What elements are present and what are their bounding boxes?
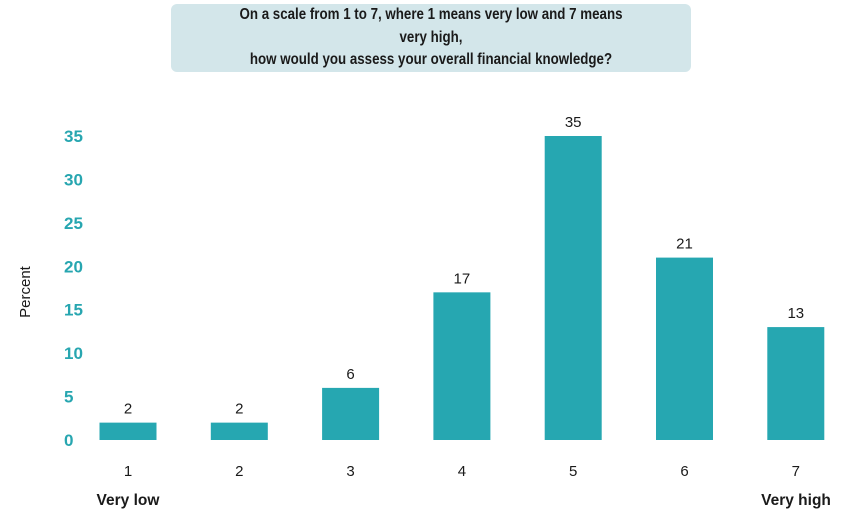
y-axis-label: Percent [17,265,34,318]
data-label-group: 2 2 6 17 35 21 13 [124,114,804,418]
y-tick-label: 10 [64,344,83,363]
data-label: 2 [124,401,132,418]
x-tick-label: 2 [235,463,243,480]
y-tick-label: 20 [64,257,83,276]
question-box: On a scale from 1 to 7, where 1 means ve… [171,4,691,72]
bar [656,257,713,440]
bar [433,292,491,440]
bar [322,387,380,440]
x-tick-group: 1 2 3 4 5 6 7 [124,463,800,480]
bar-group [99,136,825,440]
x-tick-label: 1 [124,463,132,480]
x-tick-label: 5 [569,463,577,480]
data-label: 21 [676,236,693,253]
x-tick-label: 7 [792,463,800,480]
x-low-end-label: Very low [97,492,161,509]
bar [99,422,157,440]
bar [767,327,825,440]
data-label: 13 [787,305,804,322]
x-high-end-label: Very high [761,492,831,509]
y-tick-label: 5 [64,388,73,407]
y-tick-label: 35 [64,127,83,146]
data-label: 6 [346,366,354,383]
bar [210,422,268,440]
data-label: 35 [565,114,582,131]
x-tick-label: 6 [680,463,688,480]
chart-title-line-2: how would you assess your overall financ… [249,51,613,69]
y-tick-label: 25 [64,214,83,233]
y-tick-label: 30 [64,170,83,189]
x-tick-label: 4 [458,463,466,480]
data-label: 17 [454,270,471,287]
y-tick-group: 0 5 10 15 20 25 30 35 [64,127,83,450]
bar [544,136,602,440]
chart-title-line-1: On a scale from 1 to 7, where 1 means ve… [239,6,623,46]
y-tick-label: 0 [64,431,73,450]
y-tick-label: 15 [64,301,83,320]
chart-title: On a scale from 1 to 7, where 1 means ve… [225,4,638,71]
x-tick-label: 3 [346,463,354,480]
data-label: 2 [235,401,243,418]
